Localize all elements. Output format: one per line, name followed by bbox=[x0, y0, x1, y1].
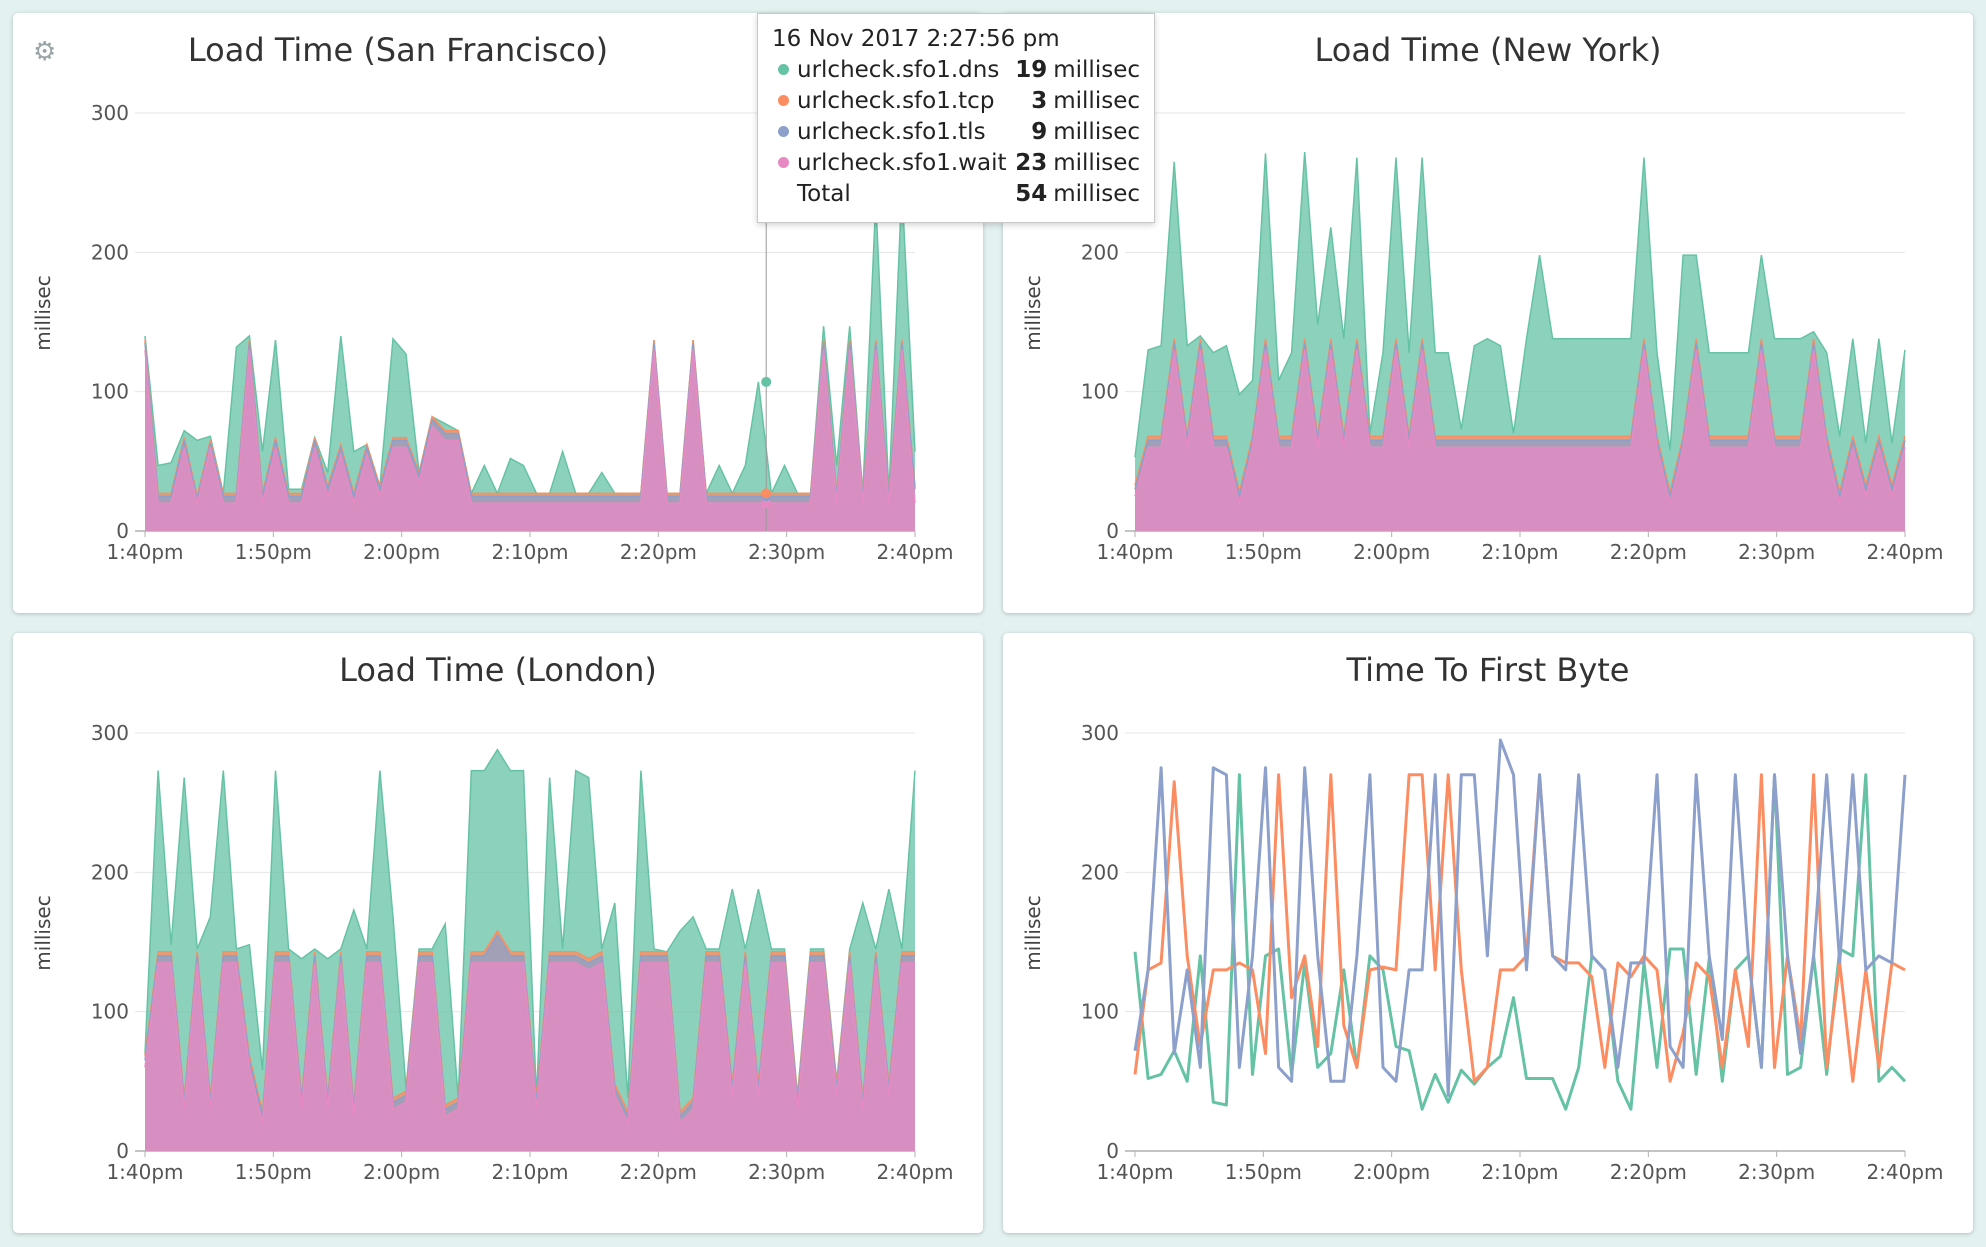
series-area[interactable] bbox=[145, 962, 915, 1151]
series-area[interactable] bbox=[145, 186, 915, 532]
chart-svg[interactable]: 0 100 200 300 1:40pm 1:50pm 2:00pm 2:10pm 2:20pm… bbox=[13, 13, 983, 613]
chart-svg[interactable]: 0 100 200 300 1:40pm 1:50pm 2:00pm 2:10pm 2:20pm… bbox=[1003, 633, 1973, 1233]
chart-panel-london: Load Time (London) millisec 0 100 200 300 1:… bbox=[13, 633, 983, 1233]
tooltip-unit: millisec bbox=[1053, 180, 1140, 207]
x-tick-label: 2:30pm bbox=[748, 540, 825, 564]
x-tick-label: 2:20pm bbox=[620, 540, 697, 564]
hover-point bbox=[761, 488, 772, 499]
x-tick-label: 1:40pm bbox=[1096, 1160, 1173, 1184]
chart-title: Load Time (San Francisco) bbox=[187, 31, 609, 69]
y-tick-label: 200 bbox=[1081, 860, 1119, 884]
chart-svg[interactable]: 01002003001:40pm1:50pm2:00pm2:10pm2:20pm… bbox=[1003, 13, 1973, 613]
chart-title: Load Time (London) bbox=[339, 651, 657, 689]
tooltip-value: 19 bbox=[1015, 56, 1048, 83]
x-tick-label: 2:10pm bbox=[491, 1160, 568, 1184]
tooltip-timestamp: 16 Nov 2017 2:27:56 pm bbox=[772, 26, 1060, 52]
chart-panel-time-to-first-byte: Time To First Byte millisec 0 100 200 300 1:… bbox=[1003, 633, 1973, 1233]
y-tick-label: 100 bbox=[1081, 1000, 1119, 1024]
series-line bbox=[1134, 342, 1906, 497]
series-line bbox=[1134, 151, 1906, 458]
x-tick-label: 2:30pm bbox=[748, 1160, 825, 1184]
x-tick-label: 1:50pm bbox=[235, 1160, 312, 1184]
x-tick-label: 2:40pm bbox=[876, 1160, 953, 1184]
tooltip-value: 9 bbox=[1031, 118, 1048, 145]
y-tick-label: 300 bbox=[91, 721, 129, 745]
tooltip-row: Total 54 millisec bbox=[772, 178, 1140, 209]
chart-panel-new-york: Load Time (New York) millisec 0100200300… bbox=[1003, 13, 1973, 613]
tooltip-series-name: urlcheck.sfo1.tcp bbox=[797, 87, 995, 114]
y-tick-label: 0 bbox=[116, 519, 129, 543]
x-tick-label: 1:40pm bbox=[106, 1160, 183, 1184]
tooltip-series-name: urlcheck.sfo1.wait bbox=[797, 149, 1007, 176]
series-line bbox=[144, 186, 916, 497]
x-tick-label: 2:10pm bbox=[491, 540, 568, 564]
x-tick-label: 1:50pm bbox=[235, 540, 312, 564]
series-dot-icon bbox=[778, 95, 789, 106]
series-dot-icon bbox=[778, 157, 789, 168]
chart-svg[interactable]: 0 100 200 300 1:40pm 1:50pm 2:00pm 2:10pm 2:20pm… bbox=[13, 633, 983, 1233]
x-tick-label: 1:40pm bbox=[1096, 540, 1173, 564]
series-line[interactable] bbox=[1133, 738, 1907, 1097]
tooltip-row: urlcheck.sfo1.dns 19 millisec bbox=[772, 54, 1140, 85]
tooltip-value: 23 bbox=[1015, 149, 1048, 176]
x-tick-label: 1:50pm bbox=[1225, 1160, 1302, 1184]
series-line bbox=[144, 342, 916, 500]
tooltip-unit: millisec bbox=[1053, 118, 1140, 145]
tooltip-unit: millisec bbox=[1053, 87, 1140, 114]
x-tick-label: 2:20pm bbox=[1610, 540, 1687, 564]
y-tick-label: 300 bbox=[91, 101, 129, 125]
y-tick-label: 100 bbox=[91, 380, 129, 404]
y-tick-label: 200 bbox=[91, 240, 129, 264]
y-tick-label: 100 bbox=[1081, 380, 1119, 404]
tooltip-row: urlcheck.sfo1.wait 23 millisec bbox=[772, 147, 1140, 178]
chart-title: Load Time (New York) bbox=[1314, 31, 1662, 69]
x-tick-label: 2:20pm bbox=[620, 1160, 697, 1184]
y-tick-label: 100 bbox=[91, 1000, 129, 1024]
series-line bbox=[144, 961, 915, 1126]
x-tick-label: 2:10pm bbox=[1481, 540, 1558, 564]
x-tick-label: 2:40pm bbox=[876, 540, 953, 564]
tooltip-series-name: Total bbox=[797, 180, 851, 207]
series-line bbox=[1134, 349, 1906, 504]
x-tick-label: 2:00pm bbox=[363, 540, 440, 564]
gear-icon[interactable]: ⚙ bbox=[33, 37, 57, 67]
chart-title: Time To First Byte bbox=[1346, 651, 1630, 689]
y-tick-label: 0 bbox=[1106, 519, 1119, 543]
x-tick-label: 2:00pm bbox=[1353, 540, 1430, 564]
tooltip-value: 54 bbox=[1015, 180, 1048, 207]
series-dot-icon bbox=[778, 126, 789, 137]
tooltip-row: urlcheck.sfo1.tcp 3 millisec bbox=[772, 85, 1140, 116]
x-tick-label: 2:40pm bbox=[1866, 540, 1943, 564]
series-area[interactable] bbox=[1135, 349, 1905, 531]
series-area[interactable] bbox=[145, 349, 915, 531]
x-tick-label: 1:40pm bbox=[106, 540, 183, 564]
x-tick-label: 2:20pm bbox=[1610, 1160, 1687, 1184]
series-line bbox=[144, 349, 916, 506]
tooltip-value: 3 bbox=[1031, 87, 1048, 114]
x-tick-label: 1:50pm bbox=[1225, 540, 1302, 564]
x-tick-label: 2:30pm bbox=[1738, 540, 1815, 564]
series-line[interactable] bbox=[1133, 773, 1906, 1083]
tooltip-unit: millisec bbox=[1053, 56, 1140, 83]
tooltip-row: urlcheck.sfo1.tls 9 millisec bbox=[772, 116, 1140, 147]
x-tick-label: 2:30pm bbox=[1738, 1160, 1815, 1184]
y-tick-label: 0 bbox=[116, 1139, 129, 1163]
chart-tooltip: 16 Nov 2017 2:27:56 pm urlcheck.sfo1.dns… bbox=[757, 13, 1155, 223]
y-tick-label: 300 bbox=[1081, 721, 1119, 745]
series-line[interactable] bbox=[1133, 773, 1907, 1111]
x-tick-label: 2:40pm bbox=[1866, 1160, 1943, 1184]
y-tick-label: 0 bbox=[1106, 1139, 1119, 1163]
x-tick-label: 2:00pm bbox=[1353, 1160, 1430, 1184]
y-tick-label: 200 bbox=[1081, 240, 1119, 264]
tooltip-series-name: urlcheck.sfo1.dns bbox=[797, 56, 1000, 83]
tooltip-series-name: urlcheck.sfo1.tls bbox=[797, 118, 986, 145]
series-dot-icon bbox=[778, 64, 789, 75]
x-tick-label: 2:00pm bbox=[363, 1160, 440, 1184]
hover-point bbox=[761, 498, 772, 509]
y-tick-label: 200 bbox=[91, 860, 129, 884]
tooltip-unit: millisec bbox=[1053, 149, 1140, 176]
x-tick-label: 2:10pm bbox=[1481, 1160, 1558, 1184]
hover-point bbox=[761, 376, 772, 387]
